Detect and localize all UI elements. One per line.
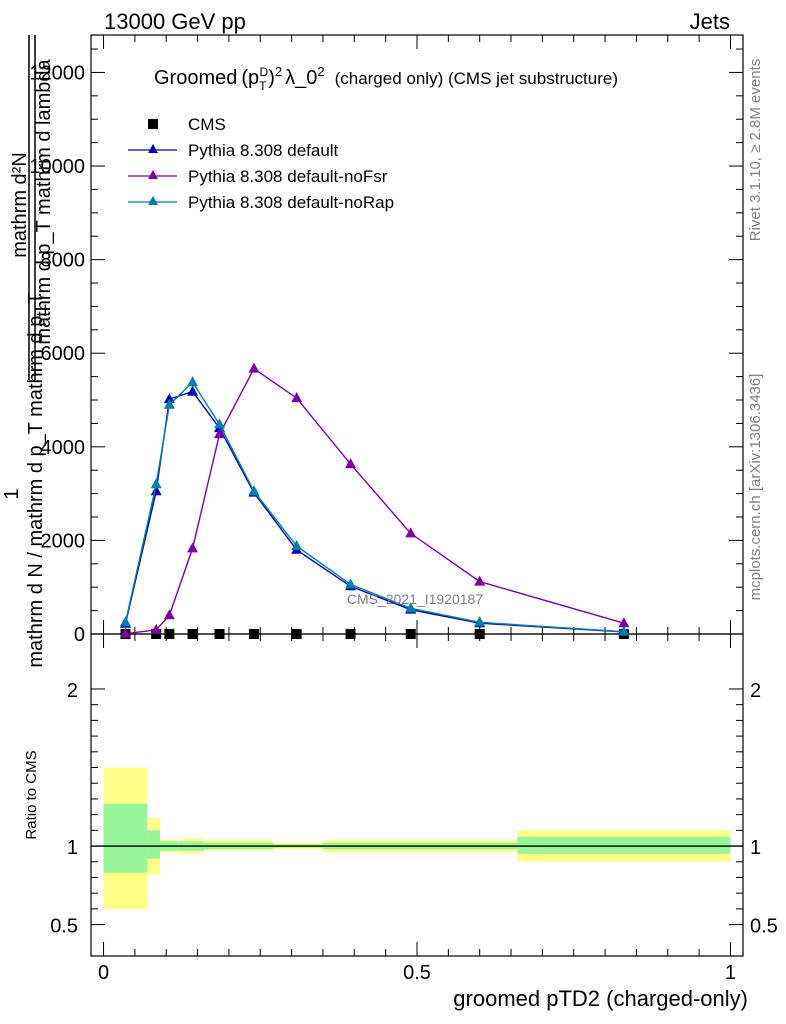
ratio-ylabel: Ratio to CMS (23, 750, 40, 839)
title-suffix: (charged only) (CMS jet substructure) (335, 69, 618, 88)
cms-point-3 (187, 629, 198, 639)
series-point-noRap-9 (474, 616, 486, 627)
ratio-uncertainty-bands (91, 767, 743, 909)
ratio-ytick-label-right-0: 0.5 (750, 916, 778, 938)
legend-label-nofsr: Pythia 8.308 default-noFsr (188, 167, 388, 186)
legend-marker-norap (148, 196, 158, 205)
ratio-ytick-label-left-0: 0.5 (50, 916, 78, 938)
ratio-band-inner-0 (103, 803, 148, 873)
series-point-noFsr-8 (405, 527, 417, 538)
series-point-noFsr-10 (618, 617, 630, 628)
legend-label-default: Pythia 8.308 default (188, 141, 339, 160)
watermark: CMS_2021_I1920187 (347, 591, 483, 607)
series-point-noFsr-1 (150, 623, 162, 634)
xtick-label-1: 0.5 (403, 962, 431, 984)
series-point-noRap-0 (119, 616, 131, 627)
legend: CMS Pythia 8.308 default Pythia 8.308 de… (128, 115, 394, 212)
ylabel-denominator: mathrm d p_T mathrm d lambda (33, 58, 55, 344)
main-series (119, 362, 630, 639)
legend-marker-default (148, 144, 158, 153)
header-energy: 13000 GeV pp (104, 9, 246, 34)
cms-point-4 (214, 629, 225, 639)
cms-point-9 (474, 629, 485, 639)
xlabel: groomed pTD2 (charged-only) (453, 986, 748, 1011)
series-point-noRap-8 (405, 602, 417, 613)
series-point-noFsr-4 (214, 428, 226, 439)
series-point-noFsr-9 (474, 575, 486, 586)
ratio-ytick-label-right-2: 2 (750, 680, 761, 702)
main-ytick-label-3: 6000 (41, 343, 86, 365)
main-ylabel: mathrm d²N mathrm d p_T mathrm d lambda … (1, 35, 55, 668)
header-category: Jets (690, 9, 730, 34)
xtick-label-0: 0 (98, 962, 109, 984)
ylabel-numerator: mathrm d²N (9, 152, 31, 258)
series-point-noFsr-6 (291, 392, 303, 403)
series-point-noFsr-5 (248, 362, 260, 373)
cms-point-7 (345, 629, 356, 639)
series-point-noFsr-7 (345, 458, 357, 469)
cms-point-5 (249, 629, 259, 639)
main-ytick-label-4: 8000 (41, 250, 86, 272)
main-ytick-label-5: 10000 (29, 156, 85, 178)
series-point-noRap-6 (291, 540, 303, 551)
series-point-noFsr-2 (163, 609, 175, 620)
cms-point-1 (151, 629, 162, 639)
title-prefix: Groomed (154, 67, 237, 89)
ratio-band-inner-1 (147, 830, 160, 859)
series-point-noRap-10 (618, 625, 630, 636)
ratio-ytick-label-left-2: 2 (67, 680, 78, 702)
main-ytick-label-2: 4000 (41, 437, 86, 459)
ylabel-one: 1 (1, 488, 23, 499)
ratio-ytick-label-left-1: 1 (67, 837, 78, 859)
series-point-noFsr-3 (187, 542, 199, 553)
plot-title: Groomed (pTD)2 λ_02 (charged only) (CMS jet… (154, 64, 618, 93)
ratio-plot-frame (90, 633, 744, 957)
series-point-default-2 (163, 393, 175, 404)
legend-marker-cms (148, 119, 158, 129)
series-point-noRap-7 (345, 578, 357, 589)
ratio-ytick-label-right-1: 1 (750, 837, 761, 859)
cms-point-6 (291, 629, 302, 639)
main-axes: 0 2000 4000 6000 8000 10000 12000 0 0.5 1 (29, 35, 743, 984)
cms-point-8 (405, 629, 416, 639)
legend-label-cms: CMS (188, 115, 226, 134)
ratio-axes: 0.5 0.5 1 1 2 2 (50, 680, 778, 938)
legend-marker-nofsr (148, 170, 158, 179)
series-point-noFsr-0 (119, 627, 131, 638)
main-ytick-label-6: 12000 (29, 62, 85, 84)
mcplots-label: mcplots.cern.ch [arXiv:1306.3436] (747, 374, 764, 601)
ylabel-normalization: mathrm d N / mathrm d p_T mathrm d p_T (25, 292, 47, 667)
series-point-noRap-4 (214, 418, 226, 429)
title-rest: λ_0 (285, 67, 317, 89)
series-point-default-3 (187, 385, 199, 396)
series-point-noRap-1 (150, 478, 162, 489)
main-ytick-label-0: 0 (74, 624, 85, 646)
series-point-default-1 (150, 485, 162, 496)
legend-label-norap: Pythia 8.308 default-noRap (188, 193, 394, 212)
series-point-noRap-2 (163, 398, 175, 409)
series-point-noRap-3 (187, 376, 199, 387)
cms-point-2 (164, 629, 175, 639)
ratio-band-inner-7 (517, 836, 731, 854)
xtick-label-2: 1 (725, 962, 736, 984)
main-ytick-label-1: 2000 (41, 530, 86, 552)
rivet-label: Rivet 3.1.10, ≥ 2.8M events (747, 59, 764, 242)
series-point-noRap-5 (248, 485, 260, 496)
